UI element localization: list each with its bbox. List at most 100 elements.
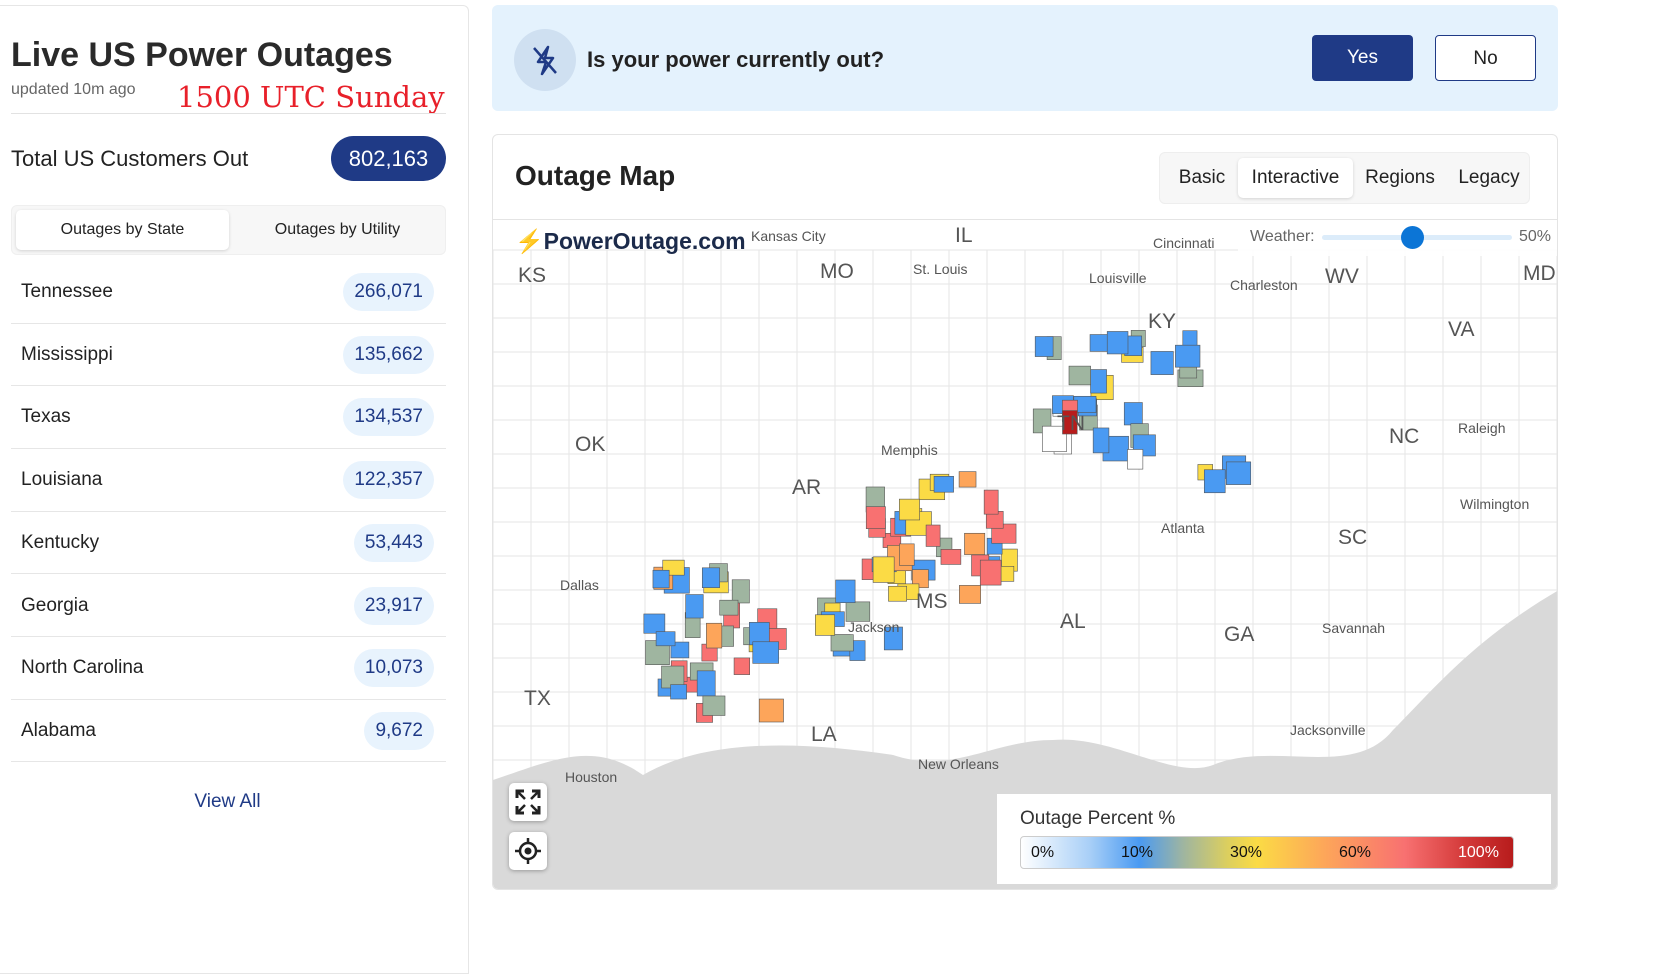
county-outage-cell[interactable]	[685, 594, 704, 619]
county-outage-cell[interactable]	[1034, 336, 1054, 357]
county-outage-cell[interactable]	[1225, 461, 1252, 485]
county-boundary	[872, 351, 912, 387]
county-outage-cell[interactable]	[643, 613, 666, 634]
county-outage-cell[interactable]	[733, 657, 750, 675]
state-row[interactable]: Georgia 23,917	[11, 575, 446, 637]
state-row[interactable]: Kentucky 53,443	[11, 512, 446, 575]
county-boundary	[1442, 521, 1482, 557]
county-outage-cell[interactable]	[912, 569, 929, 589]
county-boundary	[872, 249, 912, 285]
state-label: MS	[916, 590, 948, 613]
county-boundary	[758, 521, 798, 557]
tab-outages-by-utility[interactable]: Outages by Utility	[274, 221, 401, 238]
county-outage-cell[interactable]	[964, 532, 986, 555]
county-boundary	[1290, 589, 1330, 625]
county-boundary	[1556, 589, 1557, 625]
county-outage-cell[interactable]	[865, 506, 886, 529]
county-outage-cell[interactable]	[1127, 449, 1144, 470]
county-boundary	[1556, 351, 1557, 387]
county-boundary	[1290, 419, 1330, 455]
county-boundary	[606, 283, 646, 319]
tab-outages-by-state[interactable]: Outages by State	[16, 210, 229, 250]
county-outage-cell[interactable]	[670, 684, 687, 700]
weather-slider-handle[interactable]	[1401, 226, 1424, 249]
county-outage-cell[interactable]	[1042, 425, 1067, 452]
county-outage-cell[interactable]	[983, 489, 999, 515]
county-boundary	[1404, 351, 1444, 387]
county-outage-cell[interactable]	[958, 471, 977, 488]
view-tab-regions[interactable]: Regions	[1365, 167, 1435, 188]
county-outage-cell[interactable]	[1068, 365, 1091, 386]
county-boundary	[1290, 351, 1330, 387]
county-outage-cell[interactable]	[752, 641, 779, 664]
state-row[interactable]: North Carolina 10,073	[11, 637, 446, 700]
county-outage-cell[interactable]	[1090, 369, 1107, 394]
state-row[interactable]: Tennessee 266,071	[11, 261, 446, 324]
state-row[interactable]: Texas 134,537	[11, 386, 446, 449]
county-outage-cell[interactable]	[959, 585, 981, 604]
view-tab-interactive[interactable]: Interactive	[1238, 158, 1353, 198]
county-outage-cell[interactable]	[702, 695, 726, 716]
county-outage-cell[interactable]	[1203, 469, 1226, 494]
view-tab-basic[interactable]: Basic	[1178, 167, 1226, 188]
county-boundary	[720, 691, 760, 727]
updated-time: updated 10m ago	[11, 81, 136, 98]
outage-map[interactable]: ⚡PowerOutage.com Kansas City St. Louis Cin…	[493, 219, 1557, 889]
locate-button[interactable]	[509, 832, 547, 870]
county-outage-cell[interactable]	[1092, 427, 1110, 454]
county-outage-cell[interactable]	[899, 543, 915, 566]
fullscreen-button[interactable]	[509, 783, 547, 821]
county-outage-cell[interactable]	[835, 579, 856, 604]
county-outage-cell[interactable]	[979, 559, 1002, 586]
county-boundary	[493, 521, 532, 557]
county-outage-cell[interactable]	[749, 622, 770, 646]
county-boundary	[986, 691, 1026, 727]
state-row[interactable]: Alabama 9,672	[11, 700, 446, 763]
city-label: Dallas	[560, 577, 599, 593]
county-boundary	[1176, 283, 1216, 319]
city-label: Cincinnati	[1153, 235, 1215, 251]
county-boundary	[986, 249, 1026, 285]
county-outage-cell[interactable]	[719, 599, 739, 616]
county-outage-cell[interactable]	[655, 631, 676, 647]
county-outage-cell[interactable]	[701, 567, 720, 588]
county-outage-cell[interactable]	[1150, 351, 1174, 375]
view-all-link[interactable]: View All	[194, 791, 261, 812]
county-boundary	[682, 351, 722, 387]
county-outage-cell[interactable]	[1106, 331, 1129, 355]
county-boundary	[1480, 351, 1520, 387]
county-outage-cell[interactable]	[1175, 344, 1201, 368]
county-boundary	[986, 589, 1026, 625]
county-outage-cell[interactable]	[706, 622, 723, 649]
county-boundary	[644, 317, 684, 353]
no-button[interactable]: No	[1435, 35, 1536, 81]
county-outage-cell[interactable]	[731, 579, 750, 604]
county-outage-cell[interactable]	[899, 498, 920, 521]
county-boundary	[493, 623, 532, 659]
county-outage-cell[interactable]	[1123, 402, 1143, 426]
state-label: LA	[811, 723, 837, 746]
state-row[interactable]: Louisiana 122,357	[11, 449, 446, 512]
state-row[interactable]: Mississippi 135,662	[11, 324, 446, 387]
view-tab-legacy[interactable]: Legacy	[1458, 167, 1520, 188]
county-outage-cell[interactable]	[758, 698, 784, 723]
county-outage-cell[interactable]	[883, 626, 903, 651]
county-outage-cell[interactable]	[933, 476, 954, 493]
county-outage-cell[interactable]	[670, 641, 690, 659]
county-outage-cell[interactable]	[830, 634, 854, 652]
county-outage-cell[interactable]	[872, 556, 895, 583]
county-outage-cell[interactable]	[991, 523, 1017, 544]
county-outage-cell[interactable]	[696, 670, 716, 697]
county-outage-cell[interactable]	[652, 569, 670, 589]
county-outage-cell[interactable]	[940, 549, 962, 565]
county-outage-cell[interactable]	[815, 614, 835, 636]
county-boundary	[796, 385, 836, 421]
yes-button[interactable]: Yes	[1312, 35, 1413, 81]
county-outage-cell[interactable]	[845, 601, 871, 622]
county-outage-cell[interactable]	[1062, 410, 1078, 435]
logo-text: PowerOutage.com	[543, 228, 746, 254]
county-boundary	[1328, 385, 1368, 421]
county-outage-cell[interactable]	[888, 585, 907, 602]
outage-tabs: Outages by State Outages by Utility	[11, 205, 446, 255]
county-outage-cell[interactable]	[925, 524, 941, 547]
